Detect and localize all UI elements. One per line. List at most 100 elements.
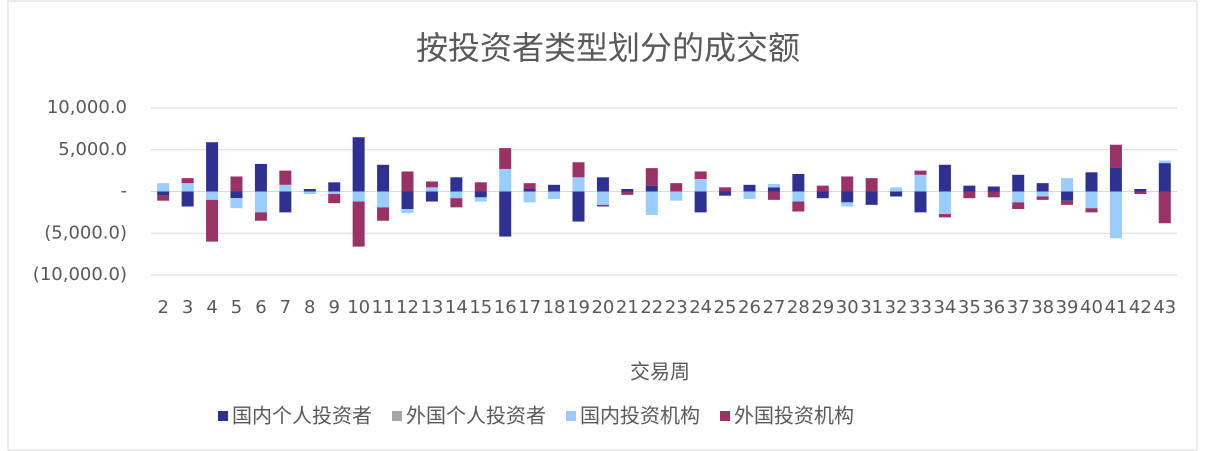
- x-tick-label: 15: [469, 297, 492, 318]
- bar: [621, 191, 634, 195]
- bar: [499, 168, 512, 192]
- bar: [890, 187, 903, 192]
- bar: [450, 177, 463, 192]
- bar: [645, 191, 658, 215]
- bar: [279, 191, 292, 213]
- bar: [914, 174, 927, 192]
- x-tick-label: 3: [182, 297, 193, 318]
- bar: [328, 194, 341, 204]
- bar: [523, 183, 536, 189]
- bar: [1109, 144, 1122, 168]
- bar: [206, 142, 219, 192]
- chart-border: [7, 0, 1198, 451]
- bar: [1012, 174, 1025, 192]
- bar: [474, 197, 487, 202]
- x-tick-label: 2: [157, 297, 168, 318]
- x-tick-label: 42: [1129, 297, 1152, 318]
- x-tick-label: 30: [836, 297, 859, 318]
- bar: [645, 185, 658, 192]
- x-tick-label: 41: [1104, 297, 1127, 318]
- bar: [523, 191, 536, 203]
- legend-swatch: [392, 411, 402, 421]
- x-tick-label: 12: [396, 297, 419, 318]
- bar: [596, 204, 609, 207]
- bar: [1134, 191, 1147, 195]
- bar: [1012, 202, 1025, 210]
- y-tick-label: (10,000.0): [33, 264, 127, 285]
- x-tick-label: 37: [1007, 297, 1030, 318]
- bar: [767, 191, 780, 200]
- bar: [181, 191, 194, 207]
- bar: [328, 191, 341, 195]
- bar: [743, 191, 756, 200]
- bar: [1012, 191, 1025, 203]
- bar: [1158, 163, 1171, 192]
- bar: [841, 202, 854, 207]
- bar: [377, 191, 390, 208]
- bar: [987, 191, 1000, 198]
- bar: [523, 188, 536, 192]
- bar: [206, 191, 219, 200]
- bar: [963, 191, 976, 199]
- x-tick-label: 16: [494, 297, 517, 318]
- bar: [1036, 196, 1049, 200]
- legend-label: 外国投资机构: [734, 404, 854, 428]
- x-tick-label: 35: [958, 297, 981, 318]
- bar: [1109, 167, 1122, 192]
- x-tick-label: 9: [328, 297, 339, 318]
- bar: [548, 191, 561, 200]
- bar: [499, 191, 512, 237]
- y-tick-label: -: [121, 181, 128, 202]
- bar: [401, 171, 414, 192]
- bar: [425, 191, 438, 202]
- x-tick-label: 22: [640, 297, 663, 318]
- bar: [230, 191, 243, 199]
- bar: [596, 177, 609, 192]
- bar: [1085, 172, 1098, 192]
- x-tick-label: 10: [347, 297, 370, 318]
- x-tick-label: 33: [909, 297, 932, 318]
- bar: [694, 191, 707, 213]
- x-tick-label: 24: [689, 297, 712, 318]
- bar: [914, 170, 927, 175]
- bar: [1061, 200, 1074, 205]
- x-tick-label: 20: [591, 297, 614, 318]
- bar: [694, 171, 707, 179]
- bar: [352, 191, 365, 202]
- x-tick-label: 26: [738, 297, 761, 318]
- bar: [474, 182, 487, 192]
- bar: [1134, 188, 1147, 192]
- bar: [450, 198, 463, 208]
- bar: [254, 191, 267, 213]
- x-tick-label: 31: [860, 297, 883, 318]
- bar: [694, 178, 707, 192]
- bar: [1085, 208, 1098, 213]
- bar: [865, 191, 878, 205]
- bar: [1158, 191, 1171, 224]
- bar: [938, 214, 951, 218]
- bar: [499, 148, 512, 169]
- x-tick-label: 43: [1153, 297, 1176, 318]
- bar: [670, 183, 683, 192]
- legend-label: 外国个人投资者: [406, 404, 546, 428]
- bar: [181, 178, 194, 184]
- y-tick-label: 5,000.0: [58, 139, 127, 160]
- bar: [450, 191, 463, 199]
- chart-title: 按投资者类型划分的成交额: [416, 29, 800, 67]
- x-tick-label: 23: [665, 297, 688, 318]
- x-tick-label: 29: [811, 297, 834, 318]
- x-tick-label: 11: [372, 297, 395, 318]
- bar: [279, 170, 292, 185]
- x-tick-label: 39: [1056, 297, 1079, 318]
- bar: [230, 176, 243, 192]
- bar: [596, 191, 609, 205]
- bar: [1036, 191, 1049, 197]
- bar: [328, 182, 341, 192]
- bar: [572, 191, 585, 222]
- legend-swatch: [218, 411, 228, 421]
- bar: [890, 191, 903, 197]
- bar: [230, 198, 243, 209]
- bar: [401, 209, 414, 214]
- bar: [401, 191, 414, 210]
- bar: [425, 187, 438, 192]
